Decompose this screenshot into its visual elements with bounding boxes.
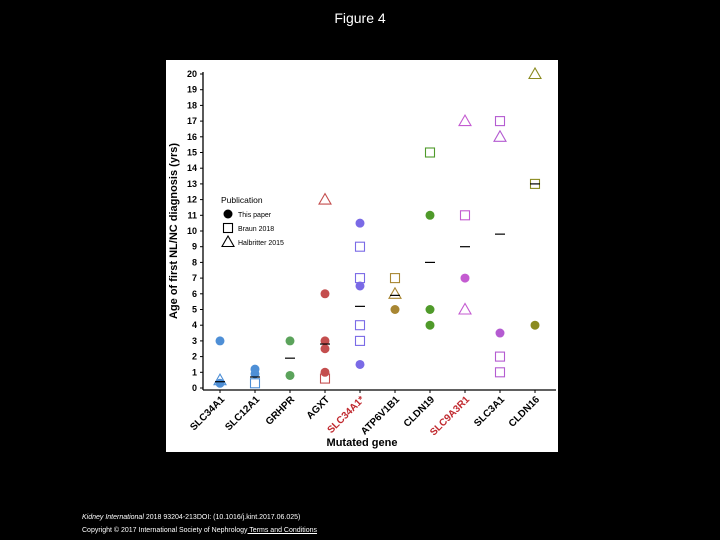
scatter-chart: 01234567891011121314151617181920SLC34A1S…	[168, 66, 556, 449]
footer-citation: Kidney International 2018 93204-213DOI: …	[82, 514, 300, 521]
x-tick-label: SLC12A1	[223, 394, 262, 433]
y-tick-label: 17	[187, 116, 197, 126]
data-point-square	[494, 116, 506, 127]
x-tick-label: ATP6V1B1	[359, 394, 402, 437]
data-point-square	[354, 320, 366, 331]
data-point-triangle	[388, 286, 402, 299]
data-point-square	[459, 210, 471, 221]
footer-journal: Kidney International	[82, 514, 144, 521]
y-tick-label: 20	[187, 69, 197, 79]
data-point-circle	[425, 305, 435, 314]
data-point-circle	[355, 281, 365, 291]
data-point-triangle	[528, 66, 542, 80]
y-axis-title: Age of first NL/NC diagnosis (yrs)	[168, 143, 180, 319]
x-tick-label: SLC3A1	[472, 394, 507, 429]
x-tick-label: CLDN16	[507, 394, 543, 430]
data-point-triangle	[458, 302, 472, 315]
data-point-circle	[425, 210, 435, 220]
y-tick-label: 12	[187, 195, 197, 205]
y-tick-label: 13	[187, 179, 197, 189]
data-point-circle	[425, 320, 435, 330]
terms-link[interactable]: Terms and Conditions	[247, 527, 318, 534]
data-point-circle	[390, 305, 400, 314]
legend-marker-square	[222, 222, 234, 234]
data-point-triangle	[493, 129, 507, 142]
data-point-circle	[320, 336, 330, 346]
data-point-square	[494, 367, 506, 378]
y-tick-label: 4	[192, 320, 197, 330]
data-point-square	[354, 273, 366, 284]
y-tick-label: 6	[192, 289, 197, 299]
data-point-circle	[285, 370, 295, 380]
data-point-circle	[495, 328, 505, 338]
y-tick-label: 10	[187, 226, 197, 236]
y-tick-label: 14	[187, 163, 197, 173]
chart-panel: 0 1 2 3 4 5 6 7 8 9 10 11 12 13 14 15 16 17 18 19 20 SLC34A1 S…	[166, 60, 558, 452]
x-tick-label: CLDN19	[402, 394, 438, 430]
y-tick-label: 19	[187, 85, 197, 95]
data-point-square	[389, 273, 401, 284]
data-point-circle	[355, 359, 365, 369]
y-tick-label: 2	[192, 352, 197, 362]
data-point-square	[319, 373, 331, 384]
y-tick-label: 16	[187, 132, 197, 142]
y-tick-label: 5	[192, 305, 197, 315]
data-point-square	[249, 378, 261, 389]
x-axis-title: Mutated gene	[327, 437, 398, 449]
legend-marker-triangle	[221, 234, 235, 248]
data-point-square	[424, 147, 436, 158]
footer-citation-text: 2018 93204-213DOI: (10.1016/j.kint.2017.…	[143, 514, 301, 521]
data-point-triangle	[318, 192, 332, 205]
y-tick-label: 18	[187, 100, 197, 110]
footer-copyright-text: Copyright © 2017 International Society o…	[82, 527, 248, 534]
legend-label: Braun 2018	[238, 226, 274, 233]
y-tick-label: 15	[187, 148, 197, 158]
legend-title: Publication	[221, 195, 263, 205]
y-tick-label: 9	[192, 242, 197, 252]
y-tick-label: 0	[192, 383, 197, 393]
slide-title: Figure 4	[334, 10, 386, 26]
data-point-circle	[460, 273, 470, 283]
data-point-square	[354, 241, 366, 252]
x-tick-label: AGXT	[305, 394, 332, 421]
data-point-square	[494, 351, 506, 362]
legend-marker-circle	[223, 209, 233, 219]
y-tick-label: 3	[192, 336, 197, 346]
x-tick-label: GRHPR	[264, 394, 298, 428]
y-tick-label: 1	[192, 367, 197, 377]
footer-copyright: Copyright © 2017 International Society o…	[82, 527, 317, 534]
data-point-triangle	[213, 373, 227, 386]
data-point-circle	[530, 320, 540, 330]
x-tick-label: SLC34A1	[188, 394, 227, 433]
data-point-circle	[320, 367, 330, 377]
y-tick-label: 8	[192, 257, 197, 267]
data-point-circle	[215, 336, 225, 346]
data-point-circle	[250, 369, 260, 379]
data-point-circle	[320, 344, 330, 354]
data-point-circle	[285, 336, 295, 346]
data-point-triangle	[458, 113, 472, 127]
data-point-circle	[215, 378, 225, 388]
y-tick-label: 7	[192, 273, 197, 283]
data-point-circle	[320, 289, 330, 299]
legend-label: This paper	[238, 212, 272, 219]
data-point-circle	[355, 218, 365, 228]
legend-label: Halbritter 2015	[238, 240, 284, 247]
data-point-square	[354, 335, 366, 346]
y-tick-label: 11	[187, 210, 197, 220]
